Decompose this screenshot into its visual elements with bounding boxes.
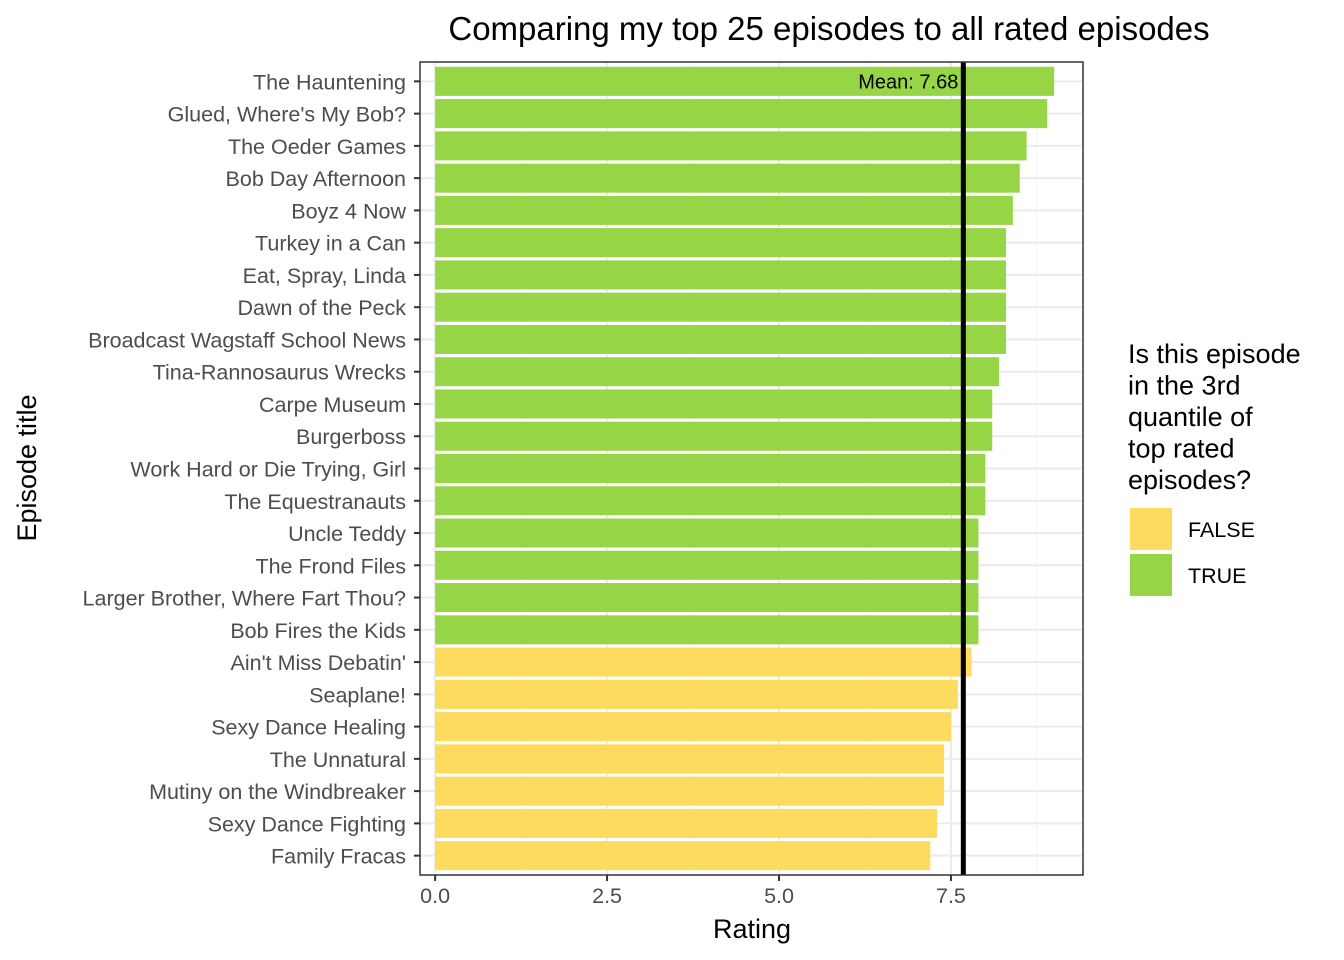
y-tick-label: Tina-Rannosaurus Wrecks — [153, 361, 406, 385]
legend-title-line: Is this episode — [1128, 339, 1301, 369]
y-tick-label: Larger Brother, Where Fart Thou? — [83, 587, 406, 611]
y-tick-label: Sexy Dance Healing — [211, 716, 406, 740]
plot-panel: Mean: 7.68 The Hauntening Glued, Where's M… — [83, 61, 1084, 908]
bar — [435, 421, 993, 451]
y-tick-label: Work Hard or Die Trying, Girl — [130, 458, 406, 482]
bar — [435, 453, 986, 484]
y-tick-label: The Hauntening — [253, 70, 406, 94]
bar — [435, 228, 1006, 258]
x-tick-label: 7.5 — [936, 884, 966, 908]
y-tick-label: Dawn of the Peck — [237, 296, 406, 320]
bar — [435, 66, 1055, 96]
legend-title-line: top rated — [1128, 434, 1235, 464]
bar — [435, 808, 938, 838]
y-tick-label: Bob Fires the Kids — [230, 619, 406, 643]
legend-swatch — [1130, 554, 1172, 596]
chart-title: Comparing my top 25 episodes to all rate… — [448, 10, 1209, 47]
legend-label: FALSE — [1188, 518, 1255, 542]
bar — [435, 163, 1020, 193]
bar — [435, 324, 1006, 354]
y-tick-label: Glued, Where's My Bob? — [168, 103, 406, 127]
bar — [435, 486, 986, 516]
x-tick-label: 2.5 — [592, 884, 622, 908]
bar — [435, 518, 979, 548]
legend-swatch — [1130, 508, 1172, 550]
bar — [435, 389, 993, 419]
y-axis-title: Episode title — [12, 394, 42, 541]
bar — [435, 744, 945, 774]
y-tick-label: Family Fracas — [271, 845, 406, 869]
bar — [435, 583, 979, 613]
y-tick-label: Sexy Dance Fighting — [208, 812, 406, 836]
y-tick-label: Mutiny on the Windbreaker — [149, 780, 406, 804]
bar — [435, 647, 972, 677]
y-tick-label: The Unnatural — [270, 748, 406, 772]
y-tick-label: The Equestranauts — [224, 490, 406, 514]
y-tick-label: Carpe Museum — [259, 393, 406, 417]
y-tick-label: Bob Day Afternoon — [226, 167, 406, 191]
y-tick-label: Burgerboss — [296, 425, 406, 449]
bar — [435, 260, 1006, 290]
y-tick-label: Boyz 4 Now — [291, 199, 406, 223]
legend-title-line: in the 3rd — [1128, 371, 1241, 401]
y-tick-label: The Oeder Games — [228, 135, 406, 159]
x-tick-label: 0.0 — [420, 884, 450, 908]
y-tick-label: Ain't Miss Debatin' — [231, 651, 407, 675]
bar — [435, 195, 1013, 225]
x-tick-label: 5.0 — [764, 884, 794, 908]
y-tick-label: Turkey in a Can — [255, 232, 406, 256]
y-tick-label: Broadcast Wagstaff School News — [88, 328, 406, 352]
legend-title-line: quantile of — [1128, 402, 1253, 432]
bar — [435, 712, 951, 742]
legend-title-line: episodes? — [1128, 465, 1251, 495]
y-tick-label: Eat, Spray, Linda — [243, 264, 406, 288]
bar — [435, 131, 1027, 161]
mean-label: Mean: 7.68 — [858, 71, 958, 93]
legend-label: TRUE — [1188, 564, 1247, 588]
x-axis-title: Rating — [713, 914, 791, 944]
bar — [435, 679, 958, 709]
y-tick-label: The Frond Files — [255, 554, 406, 578]
bar — [435, 550, 979, 580]
y-tick-label: Uncle Teddy — [288, 522, 406, 546]
bar — [435, 357, 1000, 387]
bar — [435, 615, 979, 645]
y-tick-label: Seaplane! — [309, 683, 406, 707]
bar — [435, 292, 1006, 322]
bar — [435, 99, 1048, 129]
bar — [435, 841, 931, 871]
bar — [435, 776, 945, 806]
